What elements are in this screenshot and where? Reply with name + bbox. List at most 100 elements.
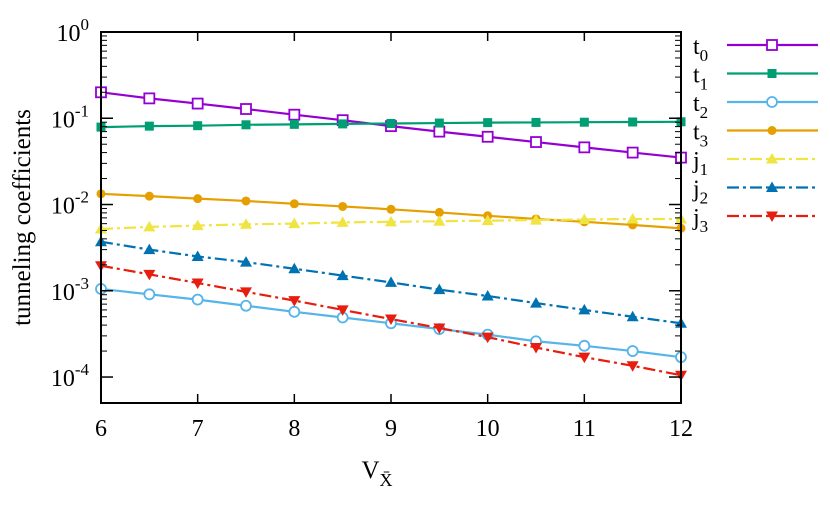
data-point-t1 [579,117,589,127]
data-point-j1 [336,216,349,227]
x-tick-label: 6 [95,416,107,442]
data-point-t3 [241,196,251,206]
legend-label: t2 [693,91,708,122]
x-axis-label: VX̄ [361,457,392,490]
legend-label-name: t [693,34,700,60]
data-point-t2 [626,345,639,357]
legend-label-name: t [693,63,700,89]
data-point-t0 [288,108,301,121]
data-point-t2 [288,305,301,318]
legend-marker-j3 [766,211,778,222]
y-tick-label: 10-4 [51,360,90,392]
data-point-t3 [338,201,348,211]
data-point-j1 [578,213,591,225]
y-tick-base: 10 [51,366,75,392]
data-point-t1 [386,118,396,128]
y-tick-exponent: 0 [81,15,90,34]
legend-label: j3 [692,205,708,236]
legend-label-subscript: 1 [700,160,709,179]
legend-label: t3 [693,120,708,151]
data-point-t0 [143,92,156,105]
x-tick-label: 9 [385,416,397,442]
data-point-t0 [433,125,446,138]
data-point-t0 [626,146,639,159]
legend-label-subscript: 0 [700,46,709,65]
y-tick-exponent: -3 [75,274,89,293]
data-point-t1 [483,118,493,128]
data-point-j2 [385,276,397,287]
legend-label-subscript: 2 [700,103,709,122]
data-point-j1 [240,218,252,229]
data-point-j3 [143,269,156,281]
x-tick-label: 11 [573,416,596,442]
y-tick-label: 100 [57,15,90,47]
data-point-t1 [434,118,444,128]
data-point-j2 [530,297,542,308]
data-point-j2 [626,310,639,322]
y-tick-label: 10-2 [51,188,89,220]
legend-label-name: j [692,205,700,231]
data-point-j1 [288,217,301,229]
data-point-t3 [434,207,444,217]
legend-label-name: t [693,120,700,146]
data-point-j1 [626,212,639,224]
data-point-t1 [241,120,251,130]
legend-label: t0 [693,34,708,65]
y-tick-label: 10-1 [51,101,89,133]
legend-label-subscript: 1 [700,75,709,94]
data-point-t1 [144,121,154,131]
data-point-j3 [481,332,494,344]
y-tick-base: 10 [51,107,75,133]
data-point-j3 [433,323,446,335]
data-point-t0 [530,136,542,148]
data-point-j3 [240,287,252,298]
x-tick-label: 10 [476,416,500,442]
data-point-t3 [193,194,203,204]
data-point-j2 [240,256,252,267]
data-point-t3 [144,191,154,201]
data-point-j3 [578,352,591,364]
legend-label-subscript: 3 [700,217,709,236]
legend-marker-t3 [767,126,777,135]
data-point-t2 [240,299,252,312]
x-axis-label-main: V [361,457,379,484]
x-axis-label-subscript: X̄ [380,470,393,490]
legend-label: j2 [692,177,708,208]
y-tick-exponent: -4 [75,360,90,379]
data-point-j3 [626,361,639,372]
legend-label-name: j [692,148,700,174]
data-point-t0 [481,130,494,143]
legend-label-subscript: 2 [700,189,709,208]
data-point-t3 [289,199,299,209]
data-point-j2 [288,262,301,274]
legend-marker-t0 [766,39,778,51]
legend-label-name: j [692,177,700,203]
data-point-t1 [289,119,299,129]
data-point-j2 [336,269,349,281]
data-point-j3 [288,296,301,307]
data-point-t2 [578,339,591,352]
legend-label-subscript: 3 [700,132,709,151]
x-tick-label: 7 [192,416,204,442]
data-point-t0 [191,97,204,110]
y-tick-label: 10-3 [51,274,89,306]
y-tick-base: 10 [57,21,81,47]
data-point-t0 [240,103,252,115]
data-point-j2 [143,243,156,255]
y-tick-exponent: -1 [75,101,89,120]
x-tick-label: 8 [288,416,300,442]
data-point-t0 [578,141,591,154]
data-point-j3 [191,278,204,290]
data-point-j1 [191,219,204,231]
legend-marker-j1 [766,153,778,164]
y-axis-label: tunneling coefficients [9,109,36,326]
y-tick-base: 10 [51,194,75,220]
data-point-j1 [530,214,542,225]
data-point-t3 [386,204,396,214]
legend-marker-t1 [767,69,777,78]
data-point-j1 [481,214,494,226]
plot-marks [95,86,687,382]
